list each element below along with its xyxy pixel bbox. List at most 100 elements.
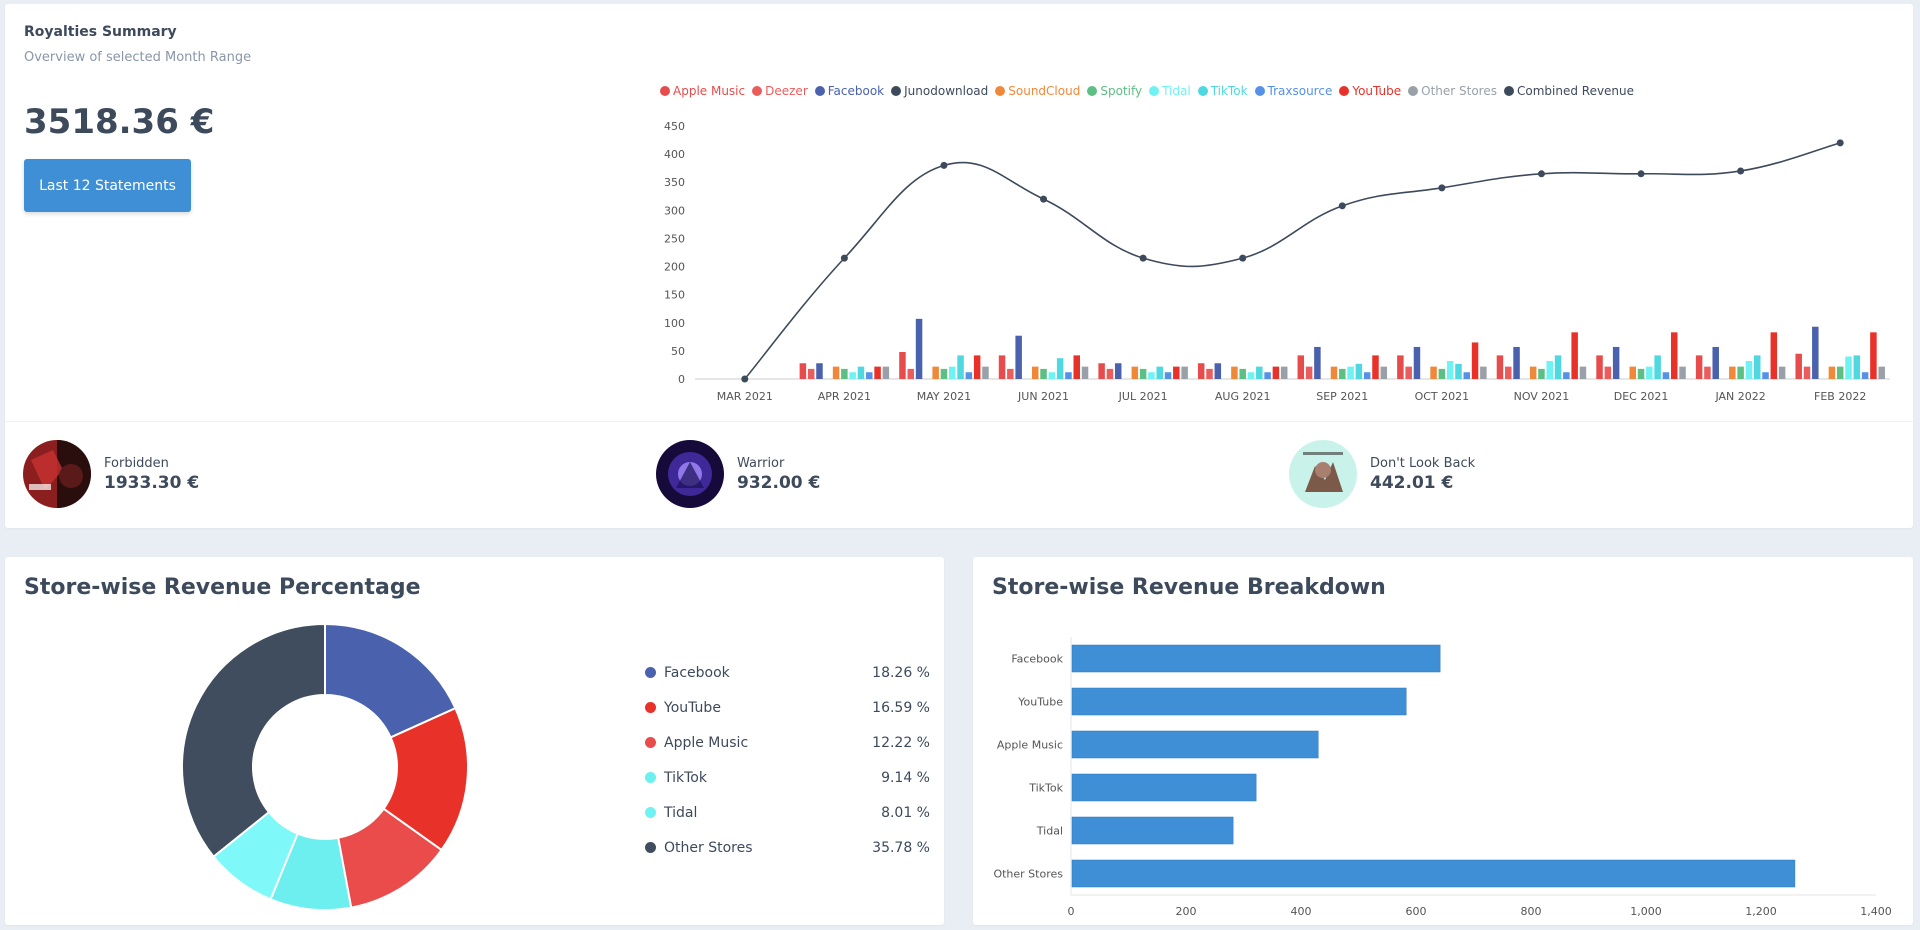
bar-facebook[interactable] (1214, 363, 1222, 379)
combined-revenue-point[interactable] (1040, 195, 1048, 203)
bar-soundcloud[interactable] (1131, 366, 1139, 379)
combined-revenue-point[interactable] (1139, 254, 1147, 262)
bar-other-stores[interactable] (1480, 366, 1487, 379)
bar-traxsource[interactable] (1662, 372, 1670, 379)
last-12-statements-button[interactable]: Last 12 Statements (24, 159, 191, 212)
bar-soundcloud[interactable] (1529, 366, 1537, 379)
bar-tidal[interactable] (1745, 361, 1753, 379)
bar-facebook[interactable] (1612, 346, 1620, 379)
bar-traxsource[interactable] (1463, 372, 1471, 379)
legend-item[interactable]: Spotify (1087, 84, 1142, 98)
bar-soundcloud[interactable] (1330, 366, 1338, 379)
bar-soundcloud[interactable] (1729, 366, 1736, 379)
bar-tiktok[interactable] (1071, 773, 1257, 802)
bar-apple-music[interactable] (1795, 353, 1802, 379)
bar-tiktok[interactable] (1654, 355, 1661, 379)
bar-traxsource[interactable] (965, 372, 973, 379)
bar-other-stores[interactable] (1878, 366, 1885, 379)
bar-deezer[interactable] (1604, 366, 1612, 379)
bar-apple-music[interactable] (1297, 355, 1305, 379)
percentage-legend-row[interactable]: TikTok 9.14 % (645, 760, 930, 795)
bar-soundcloud[interactable] (932, 366, 939, 379)
bar-soundcloud[interactable] (832, 366, 840, 379)
combined-revenue-point[interactable] (1836, 139, 1844, 147)
bar-tiktok[interactable] (1156, 366, 1163, 379)
bar-spotify[interactable] (1339, 368, 1346, 379)
bar-youtube[interactable] (1071, 687, 1407, 716)
combined-revenue-point[interactable] (840, 254, 848, 262)
bar-tidal[interactable] (1347, 366, 1354, 379)
release-item[interactable]: Warrior 932.00 € (656, 440, 820, 508)
bar-tiktok[interactable] (1753, 355, 1761, 379)
bar-traxsource[interactable] (1363, 372, 1371, 379)
bar-youtube[interactable] (1471, 342, 1479, 379)
bar-spotify[interactable] (1239, 368, 1246, 379)
percentage-legend-row[interactable]: Tidal 8.01 % (645, 795, 930, 830)
bar-tidal[interactable] (1546, 361, 1554, 379)
bar-apple-music[interactable] (1596, 355, 1603, 379)
bar-youtube[interactable] (1770, 332, 1778, 379)
bar-facebook[interactable] (1413, 346, 1421, 379)
bar-facebook[interactable] (915, 318, 923, 379)
bar-other-stores[interactable] (1679, 366, 1686, 379)
bar-soundcloud[interactable] (1231, 366, 1238, 379)
bar-traxsource[interactable] (1065, 372, 1072, 379)
bar-tiktok[interactable] (957, 355, 964, 379)
bar-apple-music[interactable] (799, 363, 807, 379)
legend-item[interactable]: Facebook (814, 84, 884, 98)
bar-spotify[interactable] (940, 368, 948, 379)
bar-tidal[interactable] (949, 366, 956, 379)
bar-other-stores[interactable] (1280, 366, 1288, 379)
combined-revenue-point[interactable] (1537, 170, 1545, 178)
bar-tiktok[interactable] (1355, 363, 1363, 379)
bar-tidal[interactable] (1247, 372, 1255, 379)
bar-deezer[interactable] (1305, 366, 1313, 379)
bar-youtube[interactable] (1372, 355, 1379, 379)
bar-facebook[interactable] (1712, 346, 1719, 379)
bar-soundcloud[interactable] (1828, 366, 1836, 379)
bar-spotify[interactable] (841, 368, 848, 379)
combined-revenue-point[interactable] (1637, 170, 1645, 178)
bar-traxsource[interactable] (1563, 372, 1570, 379)
bar-deezer[interactable] (1803, 366, 1811, 379)
bar-traxsource[interactable] (1861, 372, 1869, 379)
bar-apple-music[interactable] (1098, 363, 1105, 379)
bar-spotify[interactable] (1139, 368, 1147, 379)
bar-tidal[interactable] (1071, 816, 1234, 845)
bar-soundcloud[interactable] (1430, 366, 1437, 379)
bar-soundcloud[interactable] (1629, 366, 1636, 379)
legend-item[interactable]: Deezer (752, 84, 808, 98)
percentage-legend-row[interactable]: YouTube 16.59 % (645, 690, 930, 725)
bar-traxsource[interactable] (1762, 372, 1769, 379)
bar-deezer[interactable] (1405, 366, 1412, 379)
bar-apple-music[interactable] (1496, 355, 1504, 379)
percentage-legend-row[interactable]: Facebook 18.26 % (645, 655, 930, 690)
bar-traxsource[interactable] (1164, 372, 1172, 379)
bar-facebook[interactable] (816, 363, 823, 379)
release-item[interactable]: Forbidden 1933.30 € (23, 440, 199, 508)
bar-youtube[interactable] (874, 366, 881, 379)
bar-tiktok[interactable] (857, 366, 865, 379)
bar-other-stores[interactable] (1081, 366, 1089, 379)
legend-item[interactable]: YouTube (1339, 84, 1401, 98)
bar-deezer[interactable] (1505, 366, 1512, 379)
bar-apple-music[interactable] (1071, 730, 1319, 759)
bar-tiktok[interactable] (1256, 366, 1263, 379)
legend-item[interactable]: TikTok (1197, 84, 1248, 98)
bar-facebook[interactable] (1071, 644, 1441, 673)
combined-revenue-point[interactable] (1438, 184, 1446, 192)
bar-apple-music[interactable] (899, 352, 906, 379)
bar-deezer[interactable] (1704, 366, 1711, 379)
combined-revenue-point[interactable] (940, 161, 948, 169)
bar-apple-music[interactable] (1695, 355, 1703, 379)
bar-youtube[interactable] (1073, 355, 1080, 379)
legend-item[interactable]: Traxsource (1254, 84, 1332, 98)
bar-spotify[interactable] (1836, 366, 1844, 379)
bar-other-stores[interactable] (1181, 366, 1188, 379)
bar-facebook[interactable] (1114, 363, 1122, 379)
percentage-legend-row[interactable]: Apple Music 12.22 % (645, 725, 930, 760)
bar-facebook[interactable] (1812, 326, 1819, 379)
combined-revenue-point[interactable] (741, 375, 749, 383)
bar-tiktok[interactable] (1554, 355, 1562, 379)
bar-other-stores[interactable] (1380, 366, 1388, 379)
